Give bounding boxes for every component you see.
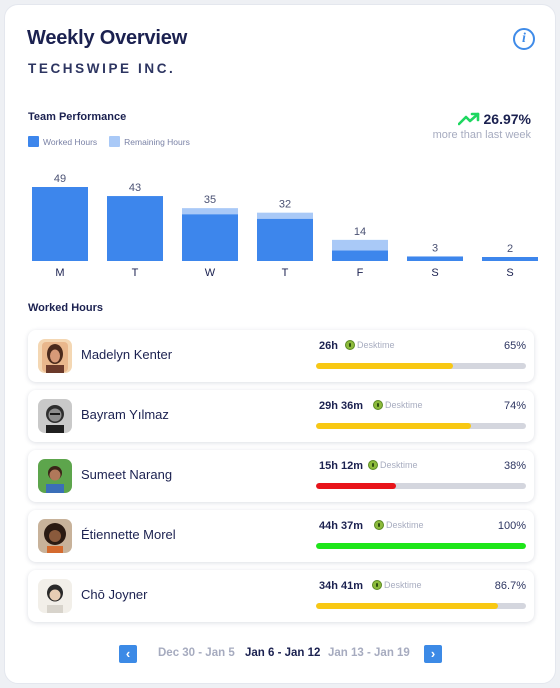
legend-swatch-remaining — [109, 136, 121, 147]
percent-value: 65% — [503, 340, 526, 352]
desktime-icon — [372, 580, 382, 590]
source-tag: Desktime — [372, 580, 422, 590]
worked-hours-row[interactable]: Bayram Yılmaz 29h 36m Desktime 74% — [28, 390, 534, 442]
worked-hours-row[interactable]: Étiennette Morel 44h 37m Desktime 100% — [28, 510, 534, 562]
chart-legend: Worked Hours Remaining Hours — [28, 136, 202, 147]
bar-worked-0 — [32, 187, 88, 261]
percent-value: 38% — [503, 460, 526, 472]
company-name: TECHSWIPE INC. — [28, 61, 176, 76]
bar-worked-4 — [332, 250, 388, 261]
avatar — [38, 459, 72, 493]
bar-remaining-4 — [332, 239, 388, 251]
bar-remaining-3 — [257, 212, 313, 219]
x-tick-label-4: F — [357, 267, 364, 279]
legend-label-worked: Worked Hours — [43, 136, 98, 147]
legend-item-worked: Worked Hours — [28, 136, 97, 147]
avatar — [38, 579, 72, 613]
progress-bar — [316, 423, 526, 429]
percent-value: 86.7% — [494, 580, 526, 592]
bar-value-label-2: 35 — [204, 194, 216, 206]
page-title: Weekly Overview — [27, 27, 188, 49]
worked-hours-row[interactable]: Chō Joyner 34h 41m Desktime 86.7% — [28, 570, 534, 622]
x-tick-label-0: M — [55, 267, 64, 279]
legend-item-remaining: Remaining Hours — [109, 136, 190, 147]
x-tick-label-3: T — [282, 267, 289, 279]
week-pager: ‹ Dec 30 - Jan 5 Jan 6 - Jan 12 Jan 13 -… — [5, 645, 557, 667]
employee-name: Bayram Yılmaz — [81, 407, 169, 422]
source-label: Desktime — [384, 580, 422, 590]
week-range-prev[interactable]: Dec 30 - Jan 5 — [158, 647, 235, 659]
percent-value: 74% — [503, 400, 526, 412]
x-tick-label-1: T — [132, 267, 139, 279]
avatar — [38, 519, 72, 553]
hours-worked: 26h — [319, 340, 338, 352]
source-label: Desktime — [386, 520, 424, 530]
worked-hours-row[interactable]: Sumeet Narang 15h 12m Desktime 38% — [28, 450, 534, 502]
desktime-icon — [345, 340, 355, 350]
employee-name: Étiennette Morel — [81, 527, 176, 542]
desktime-icon — [373, 400, 383, 410]
source-tag: Desktime — [374, 520, 424, 530]
bar-worked-2 — [182, 214, 238, 261]
week-range-current[interactable]: Jan 6 - Jan 12 — [245, 647, 321, 659]
info-icon[interactable]: i — [513, 28, 535, 50]
weekly-overview-card: Weekly Overview TECHSWIPE INC. i Team Pe… — [4, 4, 556, 684]
source-label: Desktime — [357, 340, 395, 350]
trend-percent: 26.97% — [483, 111, 531, 127]
hours-worked: 34h 41m — [319, 580, 364, 592]
source-tag: Desktime — [373, 400, 423, 410]
bar-value-label-1: 43 — [129, 182, 141, 194]
avatar — [38, 399, 72, 433]
progress-fill — [316, 483, 396, 489]
employee-name: Sumeet Narang — [81, 467, 173, 482]
bar-value-label-5: 3 — [432, 242, 438, 254]
trend-caption: more than last week — [432, 129, 531, 141]
progress-bar — [316, 603, 526, 609]
desktime-icon — [374, 520, 384, 530]
bar-value-label-3: 32 — [279, 199, 291, 211]
team-performance-label: Team Performance — [28, 111, 127, 123]
bar-worked-1 — [107, 196, 163, 261]
employee-name: Madelyn Kenter — [81, 347, 173, 362]
x-tick-label-6: S — [506, 267, 513, 279]
source-tag: Desktime — [368, 460, 418, 470]
progress-fill — [316, 543, 526, 549]
trend-up-icon — [457, 112, 479, 126]
bar-worked-6 — [482, 257, 538, 261]
x-tick-label-2: W — [205, 267, 216, 279]
bar-value-label-0: 49 — [54, 173, 66, 185]
trend-indicator: 26.97% — [457, 111, 531, 127]
employee-name: Chō Joyner — [81, 587, 148, 602]
week-range-next[interactable]: Jan 13 - Jan 19 — [328, 647, 410, 659]
worked-hours-row[interactable]: Madelyn Kenter 26h Desktime 65% — [28, 330, 534, 382]
progress-bar — [316, 543, 526, 549]
legend-label-remaining: Remaining Hours — [124, 136, 190, 147]
x-tick-label-5: S — [431, 267, 438, 279]
percent-value: 100% — [497, 520, 526, 532]
desktime-icon — [368, 460, 378, 470]
hours-worked: 44h 37m — [319, 520, 364, 532]
bar-value-label-4: 14 — [354, 226, 366, 238]
bar-remaining-2 — [182, 208, 238, 215]
source-label: Desktime — [380, 460, 418, 470]
progress-fill — [316, 423, 472, 429]
progress-fill — [316, 363, 453, 369]
bar-worked-5 — [407, 256, 463, 261]
hours-worked: 29h 36m — [319, 400, 364, 412]
team-performance-chart: 49 M 43 T 35 W 32 T 14 F 3 S 2 S — [32, 173, 538, 279]
progress-bar — [316, 483, 526, 489]
bar-worked-3 — [257, 218, 313, 261]
avatar — [38, 339, 72, 373]
source-tag: Desktime — [345, 340, 395, 350]
prev-week-button[interactable]: ‹ — [119, 645, 137, 663]
hours-worked: 15h 12m — [319, 460, 364, 472]
worked-hours-label: Worked Hours — [28, 302, 103, 314]
progress-bar — [316, 363, 526, 369]
next-week-button[interactable]: › — [424, 645, 442, 663]
bar-value-label-6: 2 — [507, 243, 513, 255]
progress-fill — [316, 603, 499, 609]
source-label: Desktime — [385, 400, 423, 410]
legend-swatch-worked — [28, 136, 39, 147]
